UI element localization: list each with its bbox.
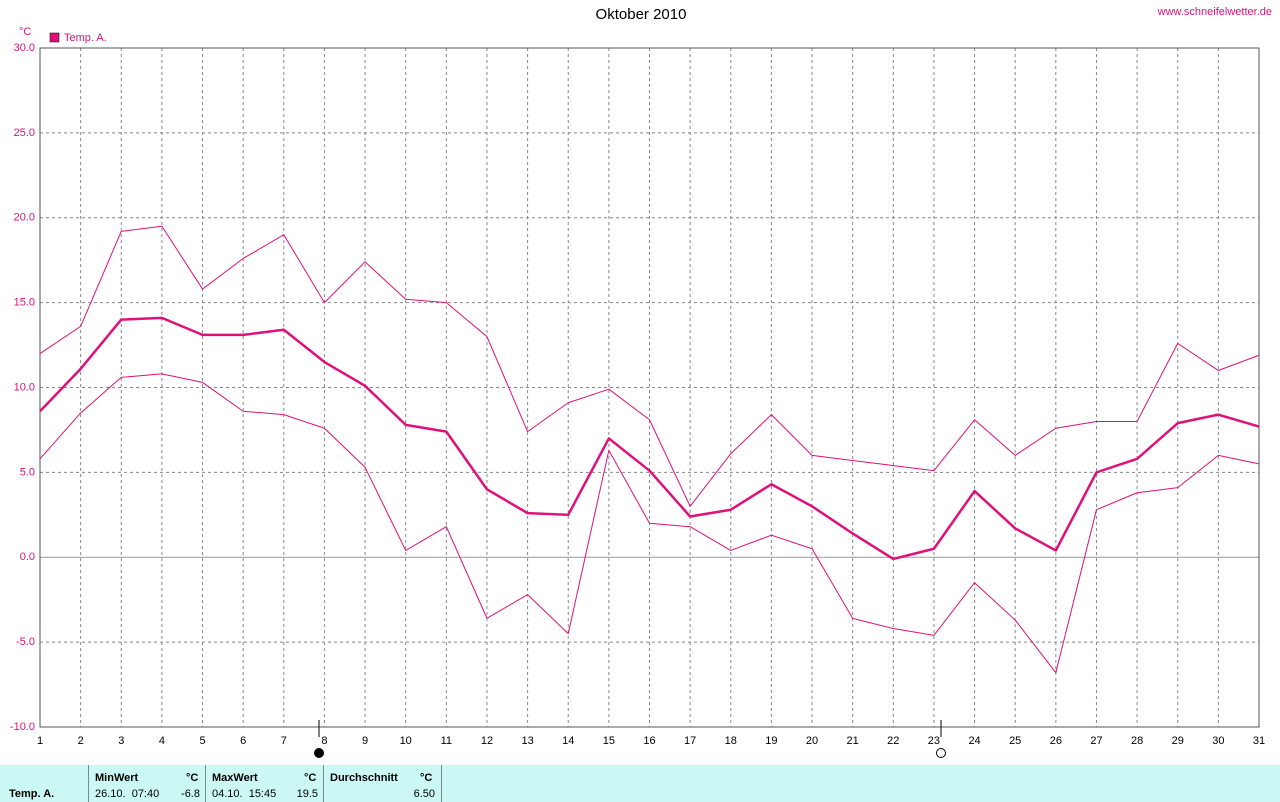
series-line [39, 316, 1260, 561]
x-tick-label: 5 [199, 735, 205, 747]
x-tick-label: 22 [887, 735, 899, 747]
y-tick-label: 5.0 [20, 466, 35, 478]
series-line [39, 373, 1260, 674]
x-tick-label: 3 [118, 735, 124, 747]
x-tick-label: 20 [806, 735, 818, 747]
x-tick-label: 9 [362, 735, 368, 747]
full-moon-icon [314, 748, 324, 758]
date: 04.10. 15:45 [212, 788, 277, 800]
x-tick-label: 23 [928, 735, 940, 747]
x-tick-label: 15 [603, 735, 615, 747]
plot-frame [39, 47, 1260, 728]
x-tick-label: 11 [441, 735, 452, 747]
x-tick-label: 7 [281, 735, 287, 747]
x-tick-label: 14 [562, 735, 574, 747]
new-moon-icon [936, 748, 946, 758]
x-tick-label: 30 [1212, 735, 1224, 747]
legend-label: Temp. A. [64, 32, 107, 44]
x-tick-label: 2 [78, 735, 84, 747]
header: MaxWert [212, 772, 258, 784]
x-tick-label: 10 [400, 735, 412, 747]
value: 19.5 [296, 788, 318, 800]
x-tick-label: 29 [1172, 735, 1184, 747]
x-tick-label: 26 [1050, 735, 1062, 747]
unit: °C [420, 772, 433, 784]
series-line [39, 225, 1260, 507]
source: www.schneifelwetter.de [1157, 6, 1272, 18]
x-tick-label: 6 [240, 735, 246, 747]
divider [323, 765, 324, 802]
header: Durchschnitt [330, 772, 398, 784]
x-tick-label: 17 [684, 735, 696, 747]
x-tick-label: 27 [1090, 735, 1102, 747]
date: 26.10. 07:40 [95, 788, 160, 800]
x-tick-label: 16 [643, 735, 655, 747]
y-tick-label: -5.0 [16, 636, 35, 648]
legend-swatch [49, 32, 60, 43]
row-label: Temp. A. [9, 788, 55, 800]
value: -6.8 [181, 788, 200, 800]
y-tick-label: 20.0 [14, 212, 35, 224]
x-tick-label: 18 [725, 735, 737, 747]
x-tick-label: 19 [765, 735, 777, 747]
unit: °C [304, 772, 317, 784]
x-tick-label: 1 [37, 735, 43, 747]
unit: °C [186, 772, 199, 784]
chart-title: Oktober 2010 [596, 6, 687, 23]
summary-table: Temp. A. MinWert °C 26.10. 07:40 -6.8 Ma… [0, 765, 1280, 802]
x-tick-label: 4 [159, 735, 165, 747]
x-tick-label: 13 [521, 735, 533, 747]
x-tick-label: 12 [481, 735, 493, 747]
divider [441, 765, 442, 802]
y-tick-label: 30.0 [14, 42, 35, 54]
x-tick-label: 24 [968, 735, 980, 747]
chart: Oktober 2010 www.schneifelwetter.de °C -… [10, 6, 1272, 758]
y-tick-label: 10.0 [14, 381, 35, 393]
y-tick-label: 25.0 [14, 127, 35, 139]
x-tick-label: 28 [1131, 735, 1143, 747]
x-tick-label: 25 [1009, 735, 1021, 747]
divider [88, 765, 89, 802]
divider [205, 765, 206, 802]
value: 6.50 [413, 788, 435, 800]
header: MinWert [95, 772, 139, 784]
y-tick-label: -10.0 [10, 721, 35, 733]
y-tick-label: 15.0 [14, 297, 35, 309]
x-tick-label: 31 [1253, 735, 1265, 747]
x-tick-label: 8 [321, 735, 327, 747]
y-tick-label: 0.0 [20, 551, 35, 563]
x-tick-label: 21 [847, 735, 859, 747]
y-unit: °C [19, 26, 31, 38]
